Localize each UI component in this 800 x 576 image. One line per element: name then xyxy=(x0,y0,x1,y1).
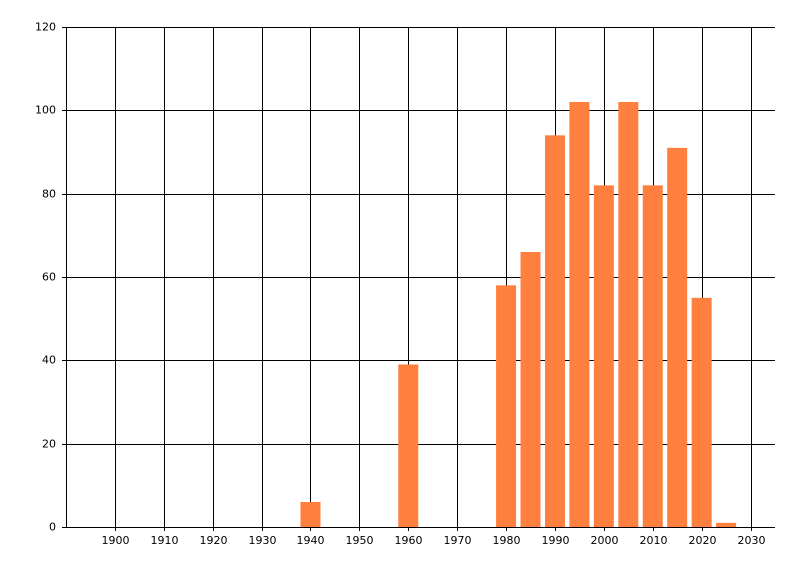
y-tick-label: 60 xyxy=(42,271,56,284)
bar xyxy=(520,252,541,527)
x-tick-label: 1920 xyxy=(200,534,228,547)
x-tick-label: 1950 xyxy=(346,534,374,547)
bar xyxy=(593,185,614,528)
y-tick-label: 0 xyxy=(49,521,56,534)
bar xyxy=(716,522,737,527)
y-tick-label: 20 xyxy=(42,438,56,451)
x-tick-label: 1980 xyxy=(493,534,521,547)
x-tick-label: 2010 xyxy=(640,534,668,547)
x-tick-label: 2000 xyxy=(591,534,619,547)
bar xyxy=(398,364,419,527)
bar xyxy=(496,285,517,527)
x-tick-label: 1990 xyxy=(542,534,570,547)
bar xyxy=(569,102,590,527)
x-tick-label: 1930 xyxy=(249,534,277,547)
y-tick-label: 100 xyxy=(35,104,56,117)
bar xyxy=(618,102,639,527)
x-tick-label: 1940 xyxy=(297,534,325,547)
y-tick-label: 80 xyxy=(42,188,56,201)
x-tick-label: 2020 xyxy=(689,534,717,547)
bar xyxy=(667,147,688,528)
y-tick-label: 120 xyxy=(35,21,56,34)
x-tick-label: 1900 xyxy=(102,534,130,547)
x-tick-label: 1970 xyxy=(444,534,472,547)
x-tick-label: 1910 xyxy=(151,534,179,547)
bar xyxy=(300,502,321,527)
y-tick-label: 40 xyxy=(42,354,56,367)
bar xyxy=(544,135,565,528)
bar xyxy=(642,185,663,528)
bar xyxy=(691,297,712,527)
x-tick-label: 1960 xyxy=(395,534,423,547)
x-tick-label: 2030 xyxy=(738,534,766,547)
